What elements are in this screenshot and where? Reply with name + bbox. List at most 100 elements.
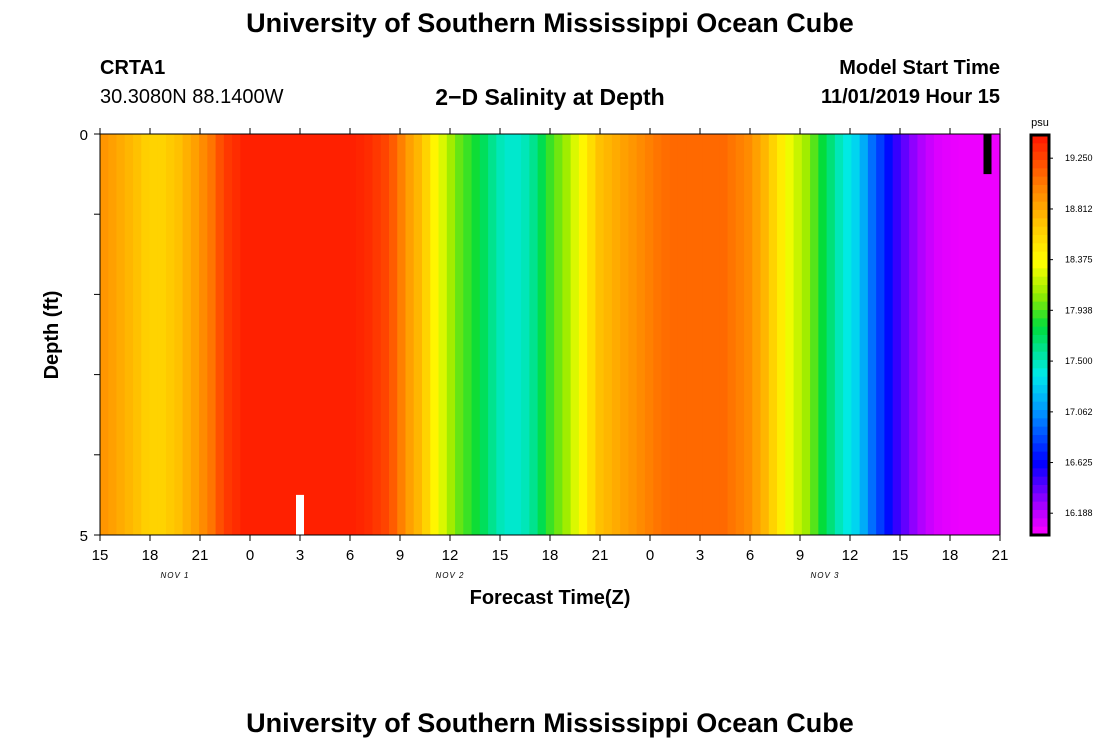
heatmap-cell <box>504 134 514 535</box>
x-tick-label: 9 <box>796 547 804 564</box>
page-title-top: University of Southern Mississippi Ocean… <box>246 8 854 38</box>
heatmap-cell <box>578 134 588 535</box>
x-tick-label: 21 <box>992 547 1009 564</box>
heatmap-cell <box>768 134 778 535</box>
colorbar-band <box>1031 410 1049 419</box>
heatmap-cell <box>388 134 398 535</box>
heatmap-cell <box>207 134 217 535</box>
heatmap-cell <box>562 134 572 535</box>
heatmap-marker <box>983 134 992 175</box>
heatmap-cell <box>760 134 770 535</box>
heatmap-cell <box>991 134 1001 535</box>
colorbar-tick-label: 16.188 <box>1065 508 1093 518</box>
x-tick-label: 0 <box>646 547 654 564</box>
heatmap-cell <box>636 134 646 535</box>
colorbar-band <box>1031 435 1049 444</box>
colorbar-band <box>1031 518 1049 528</box>
heatmap-cell <box>463 134 473 535</box>
heatmap-cell <box>248 134 258 535</box>
colorbar-band <box>1031 160 1049 169</box>
colorbar-band <box>1031 176 1049 186</box>
colorbar-band <box>1031 393 1049 403</box>
heatmap-cell <box>661 134 671 535</box>
heatmap-cell <box>215 134 225 535</box>
x-tick-label: 12 <box>442 547 459 564</box>
heatmap-cell <box>587 134 597 535</box>
colorbar-band <box>1031 326 1049 336</box>
x-tick-label: 18 <box>942 547 959 564</box>
colorbar-band <box>1031 526 1049 536</box>
heatmap-cell <box>331 134 341 535</box>
colorbar-band <box>1031 418 1049 428</box>
heatmap-cell <box>108 134 118 535</box>
heatmap-cell <box>372 134 382 535</box>
heatmap-cell <box>711 134 720 535</box>
heatmap-cell <box>909 134 919 535</box>
heatmap-cell <box>240 134 250 535</box>
heatmap-cell <box>314 134 324 535</box>
heatmap-cell <box>182 134 192 535</box>
x-tick-label: 15 <box>92 547 109 564</box>
heatmap-cell <box>223 134 233 535</box>
heatmap-cell <box>801 134 811 535</box>
colorbar-band <box>1031 168 1049 178</box>
colorbar-band <box>1031 276 1049 286</box>
colorbar-band <box>1031 243 1049 253</box>
x-day-label: NOV 3 <box>810 571 839 580</box>
heatmap-cell <box>777 134 786 535</box>
x-tick-label: 6 <box>346 547 354 564</box>
heatmap-cell <box>975 134 985 535</box>
heatmap-cell <box>265 134 274 535</box>
heatmap-cell <box>603 134 613 535</box>
colorbar-tick-label: 18.375 <box>1065 255 1093 265</box>
colorbar-band <box>1031 368 1049 378</box>
heatmap-cell <box>917 134 927 535</box>
heatmap-cell <box>826 134 836 535</box>
heatmap-cell <box>141 134 151 535</box>
heatmap-cell <box>851 134 861 535</box>
colorbar-band <box>1031 218 1049 228</box>
heatmap-cell <box>686 134 696 535</box>
chart-title: 2−D Salinity at Depth <box>435 84 665 110</box>
heatmap-cell <box>785 134 795 535</box>
heatmap-cell <box>677 134 687 535</box>
heatmap-marker <box>296 494 304 535</box>
colorbar-frame <box>1029 133 1051 537</box>
heatmap-cell <box>199 134 208 535</box>
colorbar-band <box>1031 451 1049 461</box>
x-tick-label: 9 <box>396 547 404 564</box>
heatmap-cell <box>554 134 563 535</box>
heatmap-cell <box>479 134 489 535</box>
x-tick-label: 21 <box>192 547 209 564</box>
colorbar-band <box>1031 310 1049 319</box>
x-tick-label: 15 <box>492 547 509 564</box>
heatmap-cell <box>124 134 134 535</box>
colorbar-tick-label: 16.625 <box>1065 458 1093 468</box>
colorbar-band <box>1031 185 1049 194</box>
heatmap-cell <box>289 134 299 535</box>
colorbar-band <box>1031 235 1049 244</box>
heatmap-cell <box>256 134 266 535</box>
heatmap-cell <box>273 134 283 535</box>
heatmap-cell <box>116 134 126 535</box>
colorbar-band <box>1031 401 1049 411</box>
y-tick-label: 0 <box>80 127 88 144</box>
colorbar-tick-label: 17.062 <box>1065 407 1093 417</box>
heatmap-cell <box>438 134 448 535</box>
heatmap-cell <box>744 134 753 535</box>
colorbar-tick-label: 18.812 <box>1065 204 1093 214</box>
heatmap-cell <box>347 134 357 535</box>
colorbar-band <box>1031 360 1049 369</box>
colorbar-band <box>1031 260 1049 269</box>
heatmap-cell <box>133 134 142 535</box>
heatmap-cell <box>166 134 175 535</box>
colorbar-band <box>1031 135 1049 144</box>
heatmap-cell <box>595 134 605 535</box>
x-tick-label: 18 <box>142 547 159 564</box>
x-tick-label: 21 <box>592 547 609 564</box>
heatmap-cell <box>380 134 390 535</box>
colorbar-band <box>1031 210 1049 219</box>
y-axis-label: Depth (ft) <box>41 291 63 380</box>
